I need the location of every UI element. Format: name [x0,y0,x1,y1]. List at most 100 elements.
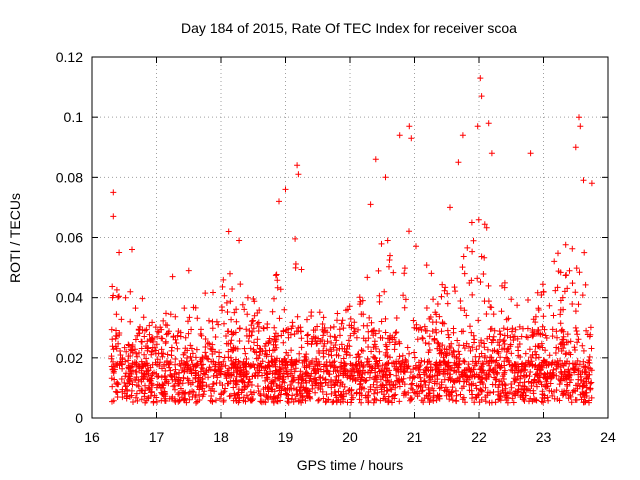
data-point [540,399,547,406]
data-point [224,309,231,315]
data-point [484,389,491,396]
data-point [501,345,508,352]
data-point [346,303,353,310]
data-point [393,329,400,336]
data-point [469,291,476,298]
data-point [329,399,336,406]
data-point [457,391,464,398]
data-point [452,288,459,295]
data-point [230,361,237,368]
data-point [534,383,540,390]
data-point [389,399,395,406]
data-point [171,395,178,402]
data-point [460,328,467,335]
data-point [165,380,172,387]
data-point [571,344,578,351]
data-point [277,397,284,404]
data-point [362,337,369,344]
data-point [151,392,158,399]
data-point [138,345,145,352]
data-point [526,373,533,380]
data-point [284,398,291,405]
data-point [296,350,303,357]
data-point [387,332,394,339]
data-point [478,253,485,260]
data-point [382,395,388,402]
data-point [239,378,246,385]
data-point [273,271,280,278]
data-point [118,376,125,382]
data-point [254,336,261,343]
data-point [274,284,281,291]
data-point [558,327,565,334]
data-point [331,389,338,395]
data-point [176,397,183,404]
data-point [471,399,478,406]
data-point [580,177,587,184]
x-tick-label: 21 [407,429,423,445]
data-point [491,374,498,381]
data-point [565,366,572,373]
data-point [326,371,333,378]
data-point [344,399,351,406]
data-point [167,367,174,374]
data-point [265,339,272,346]
data-point [389,336,396,343]
data-point [442,361,449,368]
data-point [238,376,245,383]
data-point [477,379,484,386]
data-point [525,386,531,393]
data-point [168,344,175,351]
data-point [502,367,508,374]
data-point [410,373,416,380]
data-point [174,345,181,352]
data-point [177,329,184,336]
data-point [337,363,344,370]
data-point [421,377,428,384]
data-point [476,353,483,360]
data-point [135,383,142,390]
data-point [485,298,492,305]
data-point [562,272,569,279]
data-point [539,388,546,395]
data-point [234,345,241,352]
data-point [542,332,549,339]
data-point [212,361,219,368]
data-point [494,348,501,355]
data-point [448,393,455,399]
data-point [291,331,298,337]
data-point [113,389,120,395]
data-point [251,298,258,305]
data-point [127,318,134,325]
data-point [333,379,340,386]
data-point [556,397,563,404]
data-point [496,342,503,349]
x-tick-label: 19 [278,429,294,445]
data-point [306,377,313,384]
data-point [248,322,255,329]
data-point [426,333,433,340]
data-point [411,349,418,356]
data-point [371,354,378,361]
data-point [583,327,590,334]
data-point [453,398,460,405]
data-point [164,358,170,364]
data-point [419,335,426,342]
data-point [339,345,346,352]
data-point [391,346,398,353]
data-point [499,282,505,289]
y-tick-label: 0 [75,410,83,426]
data-point [351,319,358,326]
data-point [568,399,575,406]
data-point [236,397,243,404]
data-point [130,399,136,405]
data-point [290,360,297,367]
data-point [305,331,311,338]
data-point [199,385,206,392]
data-point [274,277,281,284]
data-point [320,347,327,354]
y-axis-label: ROTI / TECUs [7,193,23,283]
data-point [579,342,586,349]
data-point [529,398,536,405]
data-point [299,359,306,366]
